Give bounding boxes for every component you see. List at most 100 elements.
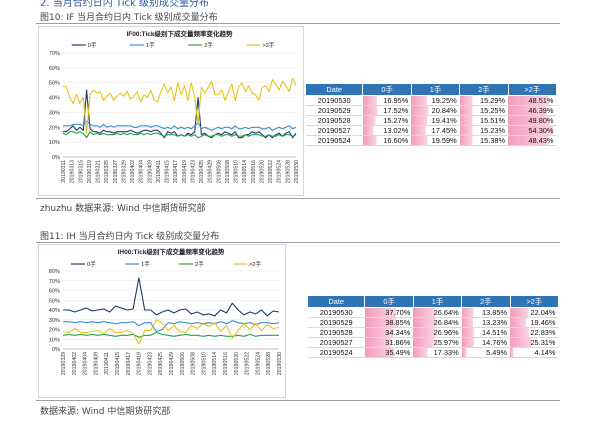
value-cell: 26.96% <box>413 327 462 338</box>
value-cell: 17.33% <box>413 347 462 358</box>
value-cell: 15.51% <box>459 115 509 126</box>
value-cell: 13.02% <box>362 125 412 136</box>
table-row: 20190528 34.34% 26.96% 14.51% 22.83% <box>307 327 559 338</box>
value-cell: 31.86% <box>364 337 414 348</box>
x-tick-label: 20190528 <box>285 160 291 183</box>
value-cell: 14.51% <box>461 327 511 338</box>
value-cell: 54.30% <box>508 125 557 136</box>
chart-title: IH00:Tick级别下成交量频率变化趋势 <box>118 247 225 256</box>
y-tick-label: 20% <box>49 125 60 131</box>
y-tick-label: 70% <box>49 279 60 285</box>
series-line <box>62 77 297 134</box>
x-tick-label: 20190524 <box>277 160 283 183</box>
legend-label: 2手 <box>195 260 204 268</box>
value-cell: 15.29% <box>459 95 509 106</box>
series-line <box>62 131 297 139</box>
value-cell: 19.46% <box>510 317 559 328</box>
x-tick-label: 20190514 <box>212 352 218 375</box>
y-tick-label: 0% <box>52 155 60 161</box>
value-cell: 15.25% <box>459 105 509 116</box>
x-tick-label: 20190508 <box>191 352 197 375</box>
figure-10-source: zhuzhu 数据来源: Wind 中信期货研究部 <box>40 204 206 214</box>
x-tick-label: 20190404 <box>83 352 89 375</box>
legend-label: 1手 <box>146 41 155 49</box>
x-tick-label: 20190329 <box>61 352 67 375</box>
x-tick-label: 20190429 <box>208 160 214 183</box>
x-tick-label: 20190528 <box>266 352 272 375</box>
figure-10-title: 图10: IF 当月合约日内 Tick 级别成交量分布 <box>40 13 218 23</box>
y-tick-label: 60% <box>49 66 60 72</box>
x-tick-label: 20190425 <box>158 352 164 375</box>
figure-11-source: 数据来源: Wind 中信期货研究部 <box>40 407 171 417</box>
x-tick-label: 20190429 <box>169 352 175 375</box>
x-tick-label: 20190423 <box>147 352 153 375</box>
x-tick-label: 20190510 <box>201 352 207 375</box>
table-row: 20190530 16.95% 19.25% 15.29% 48.51% <box>305 95 557 106</box>
table-row: 20190524 35.49% 17.33% 5.49% 4.14% <box>307 347 559 358</box>
x-tick-label: 20190329 <box>121 160 127 183</box>
y-tick-label: 80% <box>49 269 60 275</box>
legend-label: 0手 <box>87 260 96 268</box>
x-tick-label: 20190315 <box>78 160 84 183</box>
x-tick-label: 20190319 <box>87 160 93 183</box>
x-tick-label: 20190516 <box>251 160 257 183</box>
value-cell: 48.51% <box>508 95 557 106</box>
series-line <box>63 320 280 333</box>
date-cell: 20190524 <box>305 135 363 146</box>
x-tick-label: 20190506 <box>180 352 186 375</box>
table-header-row: Date 0手 1手 2手 >2手 <box>304 83 558 96</box>
value-cell: 16.95% <box>362 95 412 106</box>
legend-label: 2手 <box>204 41 213 49</box>
column-header: 0手 <box>364 295 414 308</box>
column-header: 0手 <box>362 83 412 96</box>
legend-label: >2手 <box>262 41 274 49</box>
y-tick-label: 60% <box>49 289 60 295</box>
value-cell: 22.04% <box>510 307 559 318</box>
x-tick-label: 20190409 <box>147 160 153 183</box>
column-header: Date <box>306 295 366 308</box>
if-chart-frame: IF00:Tick级别下成交量频率变化趋势 0手 1手 2手 >2手 0% 10% 20% 30… <box>38 26 304 196</box>
column-header: Date <box>304 83 364 96</box>
series-line <box>63 89 297 139</box>
value-cell: 19.25% <box>411 95 460 106</box>
x-tick-label: 20190321 <box>96 160 102 183</box>
ih-data-table: Date 0手 1手 2手 >2手 20190530 37.70% 26.64% 13.85% 2… <box>306 295 560 358</box>
if-data-table: Date 0手 1手 2手 >2手 20190530 16.95% 19.25% 15.29% 4… <box>304 83 558 146</box>
x-tick-label: 20190409 <box>93 352 99 375</box>
y-tick-label: 30% <box>49 110 60 116</box>
x-tick-label: 20190402 <box>130 160 136 183</box>
column-header: 1手 <box>412 295 463 308</box>
table-row: 20190524 16.60% 19.59% 15.38% 48.43% <box>305 135 557 146</box>
divider <box>36 242 560 243</box>
x-tick-label: 20190402 <box>72 352 78 375</box>
table-row: 20190527 31.86% 25.97% 14.76% 25.31% <box>307 337 559 348</box>
column-header: >2手 <box>509 295 560 308</box>
value-cell: 25.31% <box>510 337 559 348</box>
value-cell: 34.34% <box>364 327 414 338</box>
x-tick-label: 20190325 <box>104 160 110 183</box>
date-cell: 20190528 <box>307 327 365 338</box>
value-cell: 15.27% <box>362 115 412 126</box>
x-tick-label: 20190313 <box>70 160 76 183</box>
y-tick-label: 30% <box>49 318 60 324</box>
legend-label: 0手 <box>88 41 97 49</box>
x-tick-label: 20190419 <box>182 160 188 183</box>
date-cell: 20190528 <box>305 115 363 126</box>
table-row: 20190530 37.70% 26.64% 13.85% 22.04% <box>307 307 559 318</box>
x-tick-label: 20190411 <box>156 160 162 183</box>
x-tick-label: 20190327 <box>113 160 119 183</box>
value-cell: 17.52% <box>362 105 412 116</box>
x-tick-label: 20190522 <box>268 160 274 183</box>
value-cell: 48.43% <box>508 135 557 146</box>
y-tick-label: 40% <box>49 308 60 314</box>
value-cell: 5.49% <box>461 347 511 358</box>
table-row: 20190528 15.27% 19.41% 15.51% 49.80% <box>305 115 557 126</box>
value-cell: 15.23% <box>459 125 509 136</box>
value-cell: 35.49% <box>364 347 414 358</box>
date-cell: 20190530 <box>305 95 363 106</box>
x-tick-label: 20190506 <box>216 160 222 183</box>
value-cell: 49.80% <box>508 115 557 126</box>
value-cell: 16.60% <box>362 135 412 146</box>
x-tick-label: 20190524 <box>255 352 261 375</box>
column-header: 1手 <box>410 83 461 96</box>
